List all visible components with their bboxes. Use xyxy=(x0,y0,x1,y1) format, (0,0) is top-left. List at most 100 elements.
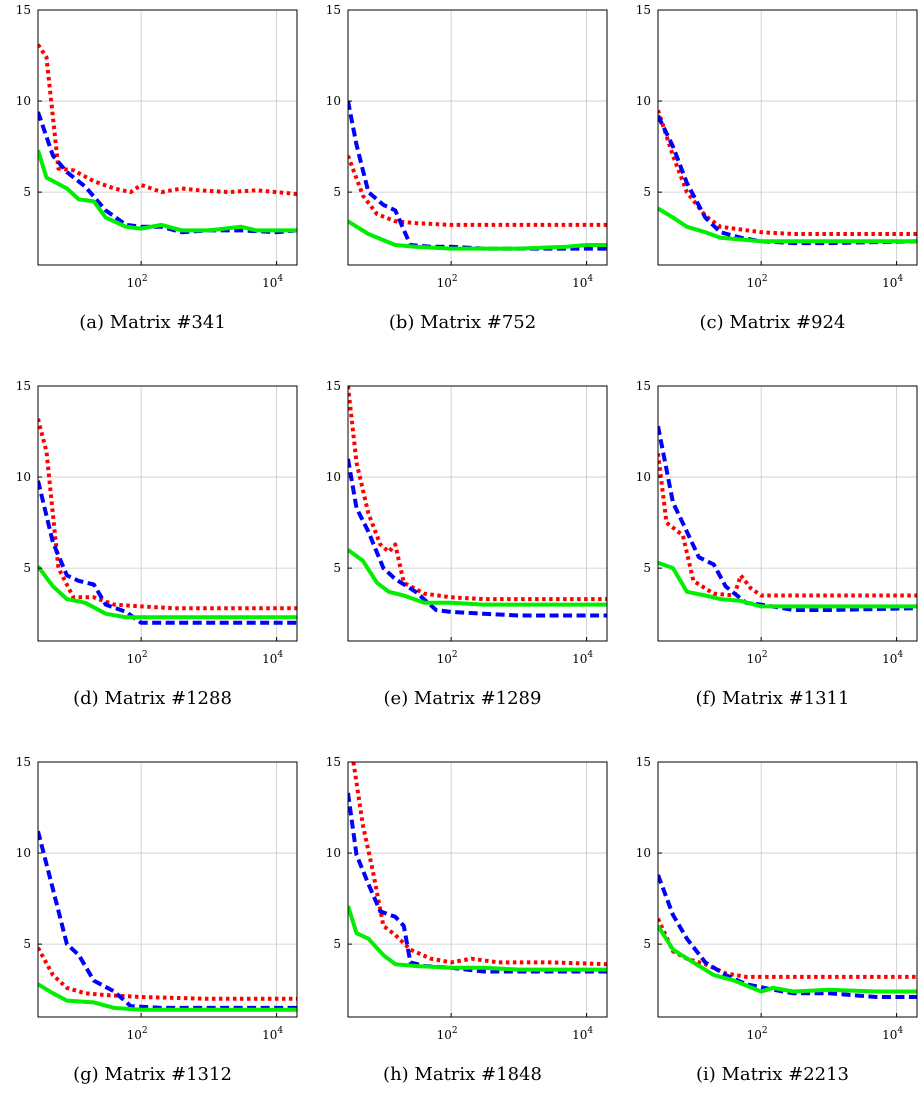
x-tick-label: 104 xyxy=(572,274,593,290)
chart-svg: 5 10 15 102 104 xyxy=(326,755,608,1042)
y-tick-label: 15 xyxy=(326,755,341,769)
y-tick-label: 15 xyxy=(636,379,651,393)
y-tick-label: 5 xyxy=(23,937,31,951)
x-tick-label: 102 xyxy=(747,650,768,666)
plot-frame xyxy=(657,761,918,1018)
x-tick-label: 104 xyxy=(262,650,283,666)
chart-panel: 5 10 15 102 104 (d) Matrix #1288 xyxy=(0,376,305,736)
x-tick-label: 104 xyxy=(882,1026,903,1042)
chart-panel: 5 10 15 102 104 (a) Matrix #341 xyxy=(0,0,305,360)
chart-panel: 5 10 15 102 104 (i) Matrix #2213 xyxy=(620,752,919,1112)
x-tick-label: 102 xyxy=(747,274,768,290)
chart-svg: 5 10 15 102 104 xyxy=(636,755,918,1042)
x-tick-label: 104 xyxy=(572,1026,593,1042)
series-line-red-dotted xyxy=(658,453,917,598)
chart-panel: 5 10 15 102 104 (b) Matrix #752 xyxy=(310,0,615,360)
y-tick-label: 5 xyxy=(333,185,341,199)
y-tick-label: 15 xyxy=(16,379,31,393)
series-line-green-solid xyxy=(348,905,607,972)
x-tick-label: 102 xyxy=(127,650,148,666)
y-tick-label: 15 xyxy=(16,3,31,17)
series-line-blue-dashed xyxy=(658,114,917,246)
series-line-red-dotted xyxy=(658,917,917,979)
y-tick-label: 10 xyxy=(636,470,651,484)
chart-svg: 5 10 15 102 104 xyxy=(636,379,918,666)
y-tick-label: 10 xyxy=(636,94,651,108)
subfigure-caption: (f) Matrix #1311 xyxy=(695,688,850,709)
x-tick-label: 102 xyxy=(127,1026,148,1042)
gridlines xyxy=(38,761,297,1017)
chart-svg: 5 10 15 102 104 xyxy=(636,3,918,290)
chart-svg: 5 10 15 102 104 xyxy=(326,3,608,290)
series-line-green-solid xyxy=(348,548,607,607)
series-line-red-dotted xyxy=(38,946,297,1001)
subfigure-caption: (i) Matrix #2213 xyxy=(695,1064,850,1085)
gridlines xyxy=(658,9,917,265)
subfigure-caption: (e) Matrix #1289 xyxy=(383,688,542,709)
gridlines xyxy=(348,9,607,265)
plot-frame xyxy=(347,385,608,642)
plot-frame xyxy=(37,385,298,642)
plot-frame xyxy=(657,385,918,642)
y-tick-label: 10 xyxy=(326,94,341,108)
series-line-green-solid xyxy=(348,219,607,251)
y-tick-label: 5 xyxy=(333,937,341,951)
y-tick-label: 10 xyxy=(16,846,31,860)
subfigure-caption: (h) Matrix #1848 xyxy=(383,1064,542,1085)
series-line-blue-dashed xyxy=(38,830,297,1010)
chart-panel: 5 10 15 102 104 (f) Matrix #1311 xyxy=(620,376,919,736)
x-tick-label: 104 xyxy=(572,650,593,666)
plot-frame xyxy=(37,9,298,266)
y-tick-label: 5 xyxy=(643,185,651,199)
series-line-blue-dashed xyxy=(658,425,917,612)
chart-panel: 5 10 15 102 104 (e) Matrix #1289 xyxy=(310,376,615,736)
chart-svg: 5 10 15 102 104 xyxy=(16,379,298,666)
y-tick-label: 10 xyxy=(326,470,341,484)
series-line-green-solid xyxy=(38,149,297,233)
y-tick-label: 15 xyxy=(326,3,341,17)
series-line-blue-dashed xyxy=(348,792,607,974)
subfigure-caption: (a) Matrix #341 xyxy=(79,312,226,333)
y-tick-label: 10 xyxy=(16,94,31,108)
y-tick-label: 10 xyxy=(16,470,31,484)
chart-panel: 5 10 15 102 104 (g) Matrix #1312 xyxy=(0,752,305,1112)
series-line-green-solid xyxy=(658,924,917,994)
series-line-red-dotted xyxy=(658,109,917,236)
series-line-green-solid xyxy=(38,565,297,620)
y-tick-label: 5 xyxy=(643,937,651,951)
x-tick-label: 104 xyxy=(882,274,903,290)
y-tick-label: 5 xyxy=(23,185,31,199)
x-tick-label: 102 xyxy=(437,1026,458,1042)
series-line-green-solid xyxy=(38,982,297,1012)
x-tick-label: 102 xyxy=(747,1026,768,1042)
chart-svg: 5 10 15 102 104 xyxy=(326,379,608,666)
x-tick-label: 104 xyxy=(882,650,903,666)
y-tick-label: 15 xyxy=(636,3,651,17)
series-line-green-solid xyxy=(658,206,917,244)
x-tick-label: 102 xyxy=(437,650,458,666)
series-line-green-solid xyxy=(658,560,917,609)
gridlines xyxy=(658,385,917,641)
x-tick-label: 104 xyxy=(262,274,283,290)
chart-svg: 5 10 15 102 104 xyxy=(16,755,298,1042)
y-tick-label: 5 xyxy=(23,561,31,575)
plot-frame xyxy=(657,9,918,266)
y-tick-label: 10 xyxy=(326,846,341,860)
x-tick-label: 102 xyxy=(127,274,148,290)
series-line-blue-dashed xyxy=(348,458,607,618)
series-line-blue-dashed xyxy=(38,480,297,625)
plot-frame xyxy=(37,761,298,1018)
subfigure-caption: (g) Matrix #1312 xyxy=(73,1064,232,1085)
series-line-blue-dashed xyxy=(38,111,297,235)
plot-frame xyxy=(347,761,608,1018)
series-line-blue-dashed xyxy=(658,874,917,999)
plot-frame xyxy=(347,9,608,266)
series-line-red-dotted xyxy=(348,386,607,602)
y-tick-label: 10 xyxy=(636,846,651,860)
chart-panel: 5 10 15 102 104 (h) Matrix #1848 xyxy=(310,752,615,1112)
y-tick-label: 5 xyxy=(333,561,341,575)
gridlines xyxy=(348,761,607,1017)
subfigure-caption: (c) Matrix #924 xyxy=(699,312,846,333)
x-tick-label: 104 xyxy=(262,1026,283,1042)
